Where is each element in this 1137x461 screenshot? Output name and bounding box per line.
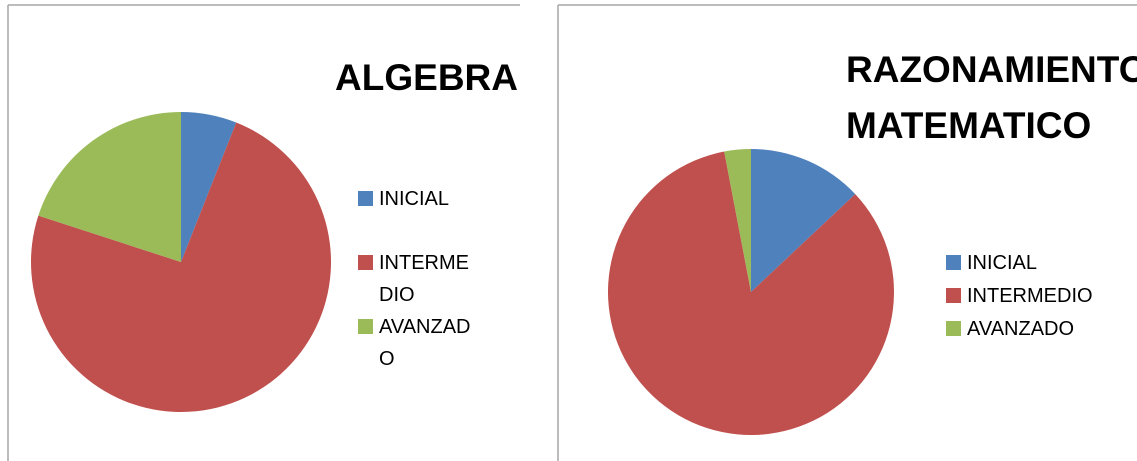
legend-entry-box: AVANZADO [967, 318, 1075, 340]
legend-swatch [946, 288, 961, 303]
legend-label: INICIAL [967, 252, 1038, 274]
chart-title-box: RAZONAMIENTO MATEMATICO [846, 49, 1137, 146]
legend-swatch [946, 255, 961, 270]
pie-slice [181, 112, 237, 262]
legend-entry-box: INICIAL [379, 188, 450, 210]
legend-entry-box: INTERMEDIO [967, 285, 1093, 307]
legend-entry-box: INICIAL [967, 252, 1038, 274]
legend-label: INTERMEDIO [967, 285, 1093, 307]
chart-title: RAZONAMIENTO MATEMATICO [846, 49, 1137, 146]
pie-slice [30, 122, 331, 413]
legend-label: AVANZADO [379, 316, 471, 370]
legend-label: AVANZADO [967, 318, 1075, 340]
legend-swatch [358, 319, 373, 334]
pie-slice [608, 151, 895, 435]
legend-swatch [358, 191, 373, 206]
pie-slice [751, 149, 856, 292]
legend-swatch [358, 255, 373, 270]
legend-label: INICIAL [379, 188, 450, 210]
pie-slice [724, 149, 751, 292]
legend-entry-box: INTERMEDIO [379, 252, 469, 306]
legend-label: INTERMEDIO [379, 252, 469, 306]
chart-title-box: ALGEBRA [335, 57, 518, 98]
chart-title: ALGEBRA [335, 57, 518, 98]
legend-swatch [946, 321, 961, 336]
pie-slice [38, 112, 181, 262]
legend-entry-box: AVANZADO [379, 316, 471, 370]
